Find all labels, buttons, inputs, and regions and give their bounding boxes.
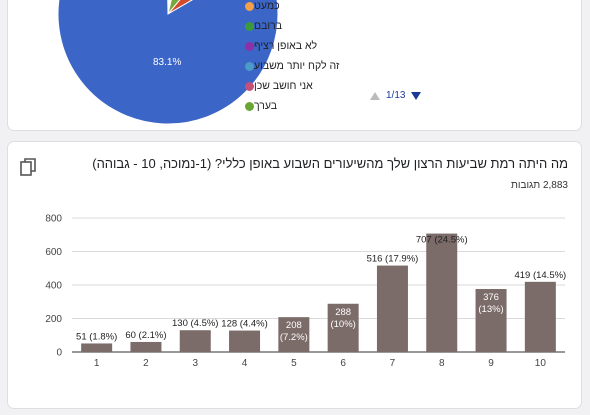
legend-color-dot: [245, 101, 254, 111]
legend-label: ברובם: [254, 20, 283, 32]
legend-item: בערך: [239, 96, 359, 116]
pie-legend: כמעט ברובם לא באופן רציף זה לקח יותר משבוע א…: [239, 0, 359, 116]
copy-icon[interactable]: [20, 158, 36, 176]
question-title: מה היתה רמת שביעות הרצון שלך מהשיעורים ה…: [92, 156, 568, 171]
legend-color-dot: [245, 61, 254, 71]
legend-color-dot: [245, 21, 254, 31]
legend-item: זה לקח יותר משבוע: [239, 56, 359, 76]
legend-label: לא באופן רציף: [254, 40, 318, 52]
bar-chart-card: [8, 142, 581, 408]
pie-chart-card: 83.1% כמעט ברובם לא באופן רציף זה לקח יותר …: [8, 0, 581, 130]
pager-up-icon[interactable]: [370, 91, 380, 100]
legend-label: בערך: [254, 100, 278, 112]
legend-label: אני חושב שכן: [254, 80, 313, 92]
pie-slice: [57, 0, 278, 125]
pager-down-icon[interactable]: [411, 91, 422, 100]
legend-label: כמעט: [254, 0, 280, 12]
pie-slice: [167, 0, 181, 15]
legend-item: כמעט: [239, 0, 359, 16]
legend-color-dot: [245, 1, 254, 11]
pager-text: 1/13: [386, 90, 406, 101]
legend-item: אני חושב שכן: [239, 76, 359, 96]
legend-label: זה לקח יותר משבוע: [254, 60, 340, 72]
legend-pager: 1/13: [370, 90, 422, 101]
pie-chart: 83.1%: [57, 0, 278, 125]
responses-count: 2,883 תגובות: [510, 180, 568, 191]
pie-percent-label: 83.1%: [153, 57, 181, 68]
legend-item: ברובם: [239, 16, 359, 36]
legend-color-dot: [245, 81, 254, 91]
legend-item: לא באופן רציף: [239, 36, 359, 56]
legend-color-dot: [245, 41, 254, 51]
